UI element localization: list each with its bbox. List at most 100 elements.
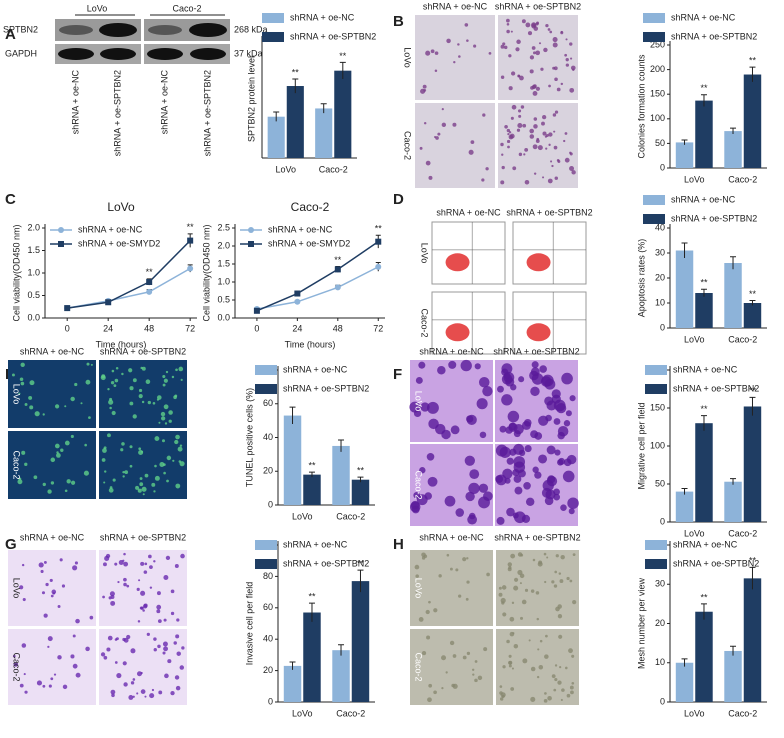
micrograph (496, 550, 579, 626)
cell (154, 475, 160, 481)
cell (485, 167, 489, 171)
bar (724, 481, 742, 522)
cell (554, 664, 558, 667)
significance: ** (700, 404, 708, 414)
x-tick-label: LoVo (292, 708, 313, 718)
cell (59, 558, 63, 562)
cell (500, 142, 504, 147)
cell (136, 671, 142, 677)
cell (566, 454, 577, 465)
cell (122, 661, 127, 666)
bar (332, 650, 350, 702)
cell (548, 84, 551, 88)
cell (537, 561, 543, 567)
cell (111, 369, 115, 373)
cell (569, 579, 573, 583)
cell (540, 67, 544, 71)
x-tick-label: Caco-2 (319, 164, 348, 174)
error-bar (308, 471, 315, 478)
y-tick-label: 50 (655, 138, 665, 148)
error-bar (338, 644, 345, 656)
cell (137, 488, 142, 493)
micrograph (512, 221, 587, 285)
y-axis-label: Migrative cell per field (636, 402, 646, 489)
cell (554, 677, 558, 682)
cell (90, 363, 93, 366)
cell (539, 639, 543, 643)
cell (42, 482, 46, 487)
x-tick-label: LoVo (684, 174, 705, 184)
y-tick-label: 0.5 (27, 290, 40, 300)
legend-label: shRNA + oe-SMYD2 (268, 238, 350, 248)
cell (462, 655, 467, 660)
cell (551, 674, 556, 679)
cell (75, 672, 81, 678)
marker (105, 299, 112, 306)
significance: ** (292, 67, 300, 77)
cell (428, 600, 431, 604)
cell (565, 57, 569, 62)
bar (743, 406, 762, 522)
cell (517, 74, 521, 78)
cell (104, 555, 110, 561)
cell (104, 470, 107, 473)
y-tick-label: 1.5 (217, 258, 230, 268)
row-label: LoVo (414, 578, 424, 599)
cell (554, 176, 558, 180)
cell (50, 594, 54, 598)
cell (468, 482, 480, 495)
cell (64, 489, 68, 493)
cell (477, 675, 483, 681)
cell (128, 695, 134, 700)
marker (294, 298, 301, 305)
cell (512, 166, 517, 171)
marker (253, 307, 260, 314)
cell (140, 450, 144, 453)
cell-cloud (445, 323, 470, 342)
legend-label: shRNA + oe-SPTBN2 (671, 213, 757, 223)
cell (163, 404, 169, 410)
y-axis-label: Cell viability(OD450 nm) (201, 224, 211, 321)
cell (57, 605, 61, 608)
cell (20, 362, 25, 367)
column-label: shRNA + oe-NC (20, 532, 85, 542)
cell (130, 648, 136, 654)
column-label: shRNA + oe-SPTBN2 (494, 532, 580, 542)
y-tick-label: 100 (650, 440, 665, 450)
significance: ** (357, 558, 365, 568)
cell (537, 648, 540, 651)
cell (552, 42, 558, 48)
chart-title: LoVo (107, 200, 135, 214)
bar (724, 263, 742, 328)
error-bar (749, 300, 756, 306)
cell (48, 684, 52, 688)
cell (506, 29, 510, 34)
micrograph (431, 221, 506, 285)
cell (563, 139, 566, 143)
cell (520, 105, 525, 109)
cell (144, 562, 148, 566)
band (99, 23, 137, 37)
column-label: shRNA + oe-SPTBN2 (506, 207, 592, 217)
y-tick-label: 40 (263, 432, 273, 442)
cell (64, 440, 70, 446)
cell (507, 133, 510, 136)
cell (564, 132, 568, 135)
cell (538, 665, 544, 670)
cell (530, 85, 534, 90)
cell (111, 410, 116, 416)
cell (411, 505, 420, 514)
cell (570, 65, 576, 71)
y-tick-label: 20 (655, 272, 665, 282)
cell (162, 374, 166, 379)
cell (426, 401, 439, 414)
cell (153, 648, 157, 652)
cell (123, 682, 128, 687)
cell (176, 618, 180, 622)
cell (482, 386, 493, 397)
cell (508, 654, 512, 658)
cell (476, 398, 488, 410)
cell (179, 665, 185, 670)
cell (460, 359, 472, 372)
cell (458, 55, 461, 58)
